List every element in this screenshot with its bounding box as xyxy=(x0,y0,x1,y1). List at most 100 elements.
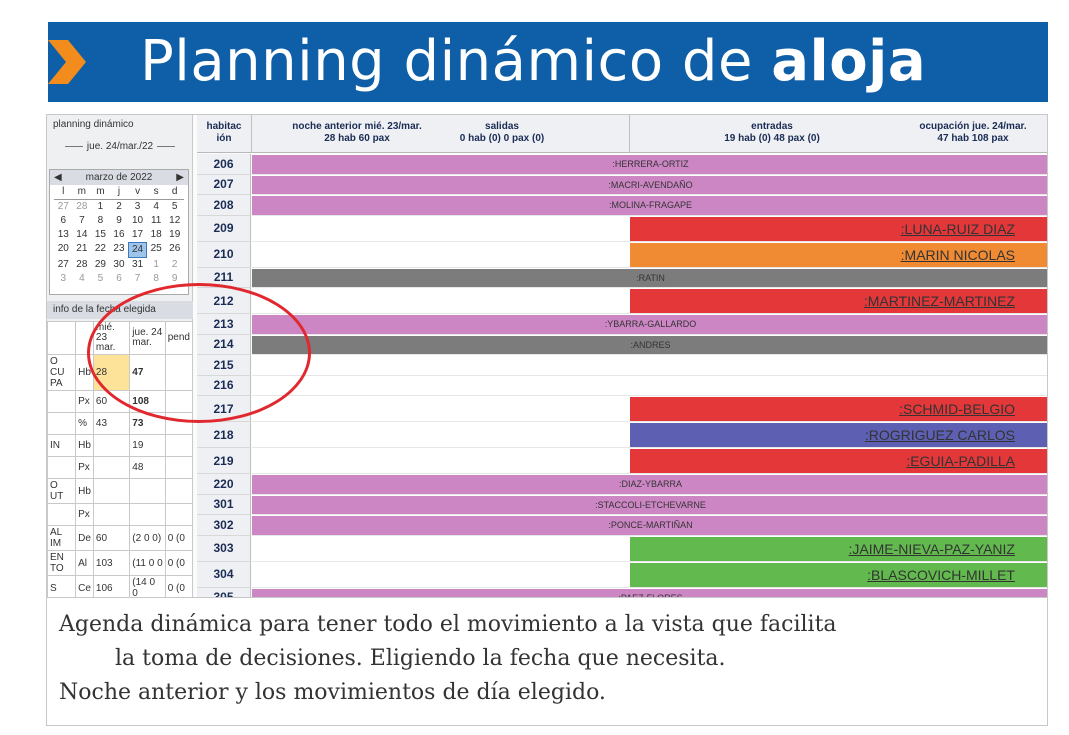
calendar-day[interactable]: 28 xyxy=(76,201,88,212)
calendar-day[interactable]: 23 xyxy=(113,243,125,254)
reservation-entry[interactable]: :MARTINEZ-MARTINEZ xyxy=(630,289,1047,313)
weekday-label: m xyxy=(91,185,110,200)
room-row-216[interactable]: 216 xyxy=(197,375,1047,396)
reservation-entry[interactable]: :LUNA-RUIZ DIAZ xyxy=(630,216,1047,241)
room-row-301[interactable]: 301:STACCOLI-ETCHEVARNE xyxy=(197,494,1047,515)
title-bold: aloja xyxy=(771,29,927,94)
calendar-day[interactable]: 2 xyxy=(116,201,122,212)
calendar-day[interactable]: 2 xyxy=(171,259,178,270)
calendar-day[interactable]: 26 xyxy=(169,243,181,254)
reservation-entry[interactable]: :ROGRIGUEZ CARLOS xyxy=(630,423,1047,447)
reservation-entry[interactable]: :JAIME-NIEVA-PAZ-YANIZ xyxy=(630,536,1047,561)
calendar-day[interactable]: 3 xyxy=(134,201,141,212)
room-row-212[interactable]: 212:MARTINEZ-MARTINEZ xyxy=(197,288,1047,314)
calendar-day[interactable]: 24 xyxy=(128,242,147,258)
room-row-207[interactable]: 207:MACRI-AVENDAÑO xyxy=(197,174,1047,195)
room-row-208[interactable]: 208:MOLINA-FRAGAPE xyxy=(197,195,1047,216)
calendar-day[interactable]: 3 xyxy=(60,273,67,284)
info-cell: Hb xyxy=(75,478,94,504)
reservation-stay[interactable]: :PONCE-MARTIÑAN xyxy=(252,516,1047,535)
calendar-day[interactable]: 8 xyxy=(97,215,104,226)
weekday-label: s xyxy=(146,185,166,200)
calendar-day[interactable]: 13 xyxy=(57,229,69,240)
calendar-day[interactable]: 27 xyxy=(57,201,69,212)
room-number: 304 xyxy=(197,561,251,588)
calendar-day[interactable]: 5 xyxy=(97,273,104,284)
reservation-stay[interactable]: :MACRI-AVENDAÑO xyxy=(252,175,1047,194)
reservation-stay[interactable]: :MOLINA-FRAGAPE xyxy=(252,196,1047,215)
room-row-210[interactable]: 210 :MARIN NICOLAS xyxy=(197,241,1047,268)
reservation-stay[interactable]: :STACCOLI-ETCHEVARNE xyxy=(252,495,1047,514)
calendar-day[interactable]: 25 xyxy=(150,243,162,254)
calendar-day[interactable]: 5 xyxy=(171,201,178,212)
room-row-215[interactable]: 215 xyxy=(197,355,1047,376)
reservation-stay[interactable]: :ANDRES xyxy=(252,335,1047,354)
calendar-day[interactable]: 6 xyxy=(60,215,67,226)
reservation-entry[interactable]: :SCHMID-BELGIO xyxy=(630,397,1047,421)
next-month-icon[interactable]: ▶ xyxy=(176,172,184,183)
calendar-day[interactable]: 1 xyxy=(153,259,159,270)
reservation-stay[interactable]: :PAEZ-FLORES xyxy=(252,588,1047,597)
room-number: 219 xyxy=(197,448,251,474)
calendar-day[interactable]: 20 xyxy=(57,243,69,254)
room-row-218[interactable]: 218:ROGRIGUEZ CARLOS xyxy=(197,422,1047,448)
reservation-entry[interactable]: :EGUIA-PADILLA xyxy=(630,449,1047,473)
reservation-entry[interactable]: :MARIN NICOLAS xyxy=(630,242,1047,267)
calendar-day[interactable]: 6 xyxy=(116,273,122,284)
calendar-day[interactable]: 4 xyxy=(153,201,159,212)
room-row-219[interactable]: 219 :EGUIA-PADILLA xyxy=(197,448,1047,474)
room-row-214[interactable]: 214:ANDRES xyxy=(197,334,1047,355)
info-cell: 103 xyxy=(92,550,131,576)
room-row-303[interactable]: 303 :JAIME-NIEVA-PAZ-YANIZ xyxy=(197,535,1047,562)
caption: Agenda dinámica para tener todo el movim… xyxy=(46,598,1048,726)
room-row-304[interactable]: 304 :BLASCOVICH-MILLET xyxy=(197,561,1047,588)
reservation-entry[interactable]: :BLASCOVICH-MILLET xyxy=(630,562,1047,587)
calendar-day[interactable]: 17 xyxy=(132,229,144,240)
room-row-220[interactable]: 220:DIAZ-YBARRA xyxy=(197,474,1047,495)
calendar-day[interactable]: 9 xyxy=(171,273,178,284)
room-number: 303 xyxy=(197,535,251,562)
reservation-stay[interactable]: :DIAZ-YBARRA xyxy=(252,475,1047,494)
info-cell: 60 xyxy=(92,525,131,551)
calendar-day[interactable]: 29 xyxy=(94,259,106,270)
calendar-day[interactable]: 7 xyxy=(134,273,141,284)
room-row-211[interactable]: 211:RATIN xyxy=(197,267,1047,288)
calendar-day[interactable]: 10 xyxy=(132,215,144,226)
room-number: 220 xyxy=(197,474,251,495)
room-row-206[interactable]: 206:HERRERA-ORTIZ xyxy=(197,154,1047,175)
info-cell: 19 xyxy=(129,434,166,457)
calendar-day[interactable]: 9 xyxy=(116,215,122,226)
calendar-day[interactable]: 15 xyxy=(94,229,106,240)
calendar-day[interactable]: 27 xyxy=(57,259,69,270)
reservation-stay[interactable]: :YBARRA-GALLARDO xyxy=(252,315,1047,334)
calendar-day[interactable]: 16 xyxy=(113,229,125,240)
calendar-day[interactable]: 11 xyxy=(150,215,162,226)
calendar-day[interactable]: 12 xyxy=(169,215,181,226)
calendar-day[interactable]: 1 xyxy=(97,201,104,212)
calendar-day[interactable]: 28 xyxy=(76,259,88,270)
calendar-day[interactable]: 14 xyxy=(76,229,88,240)
prev-month-icon[interactable]: ◀ xyxy=(54,172,62,183)
room-row-305[interactable]: 305:PAEZ-FLORES xyxy=(197,587,1047,597)
selected-date[interactable]: jue. 24/mar./22 xyxy=(51,141,189,152)
info-cell xyxy=(47,412,77,435)
calendar-day[interactable]: 7 xyxy=(79,215,85,226)
calendar-day[interactable]: 19 xyxy=(169,229,181,240)
calendar-day[interactable]: 18 xyxy=(150,229,162,240)
calendar-day[interactable]: 31 xyxy=(132,259,144,270)
room-row-213[interactable]: 213:YBARRA-GALLARDO xyxy=(197,314,1047,335)
room-row-209[interactable]: 209:LUNA-RUIZ DIAZ xyxy=(197,215,1047,242)
info-cell: Ce xyxy=(75,575,94,597)
calendar-day[interactable]: 4 xyxy=(79,273,85,284)
planning-window: planning dinámico jue. 24/mar./22 ◀ marz… xyxy=(46,114,1048,598)
reservation-stay[interactable]: :RATIN xyxy=(252,268,1047,287)
calendar-day[interactable]: 30 xyxy=(113,259,125,270)
caption-line-2: la toma de decisiones. Eligiendo la fech… xyxy=(115,646,726,671)
calendar-day[interactable]: 22 xyxy=(94,243,106,254)
room-number: 210 xyxy=(197,241,251,268)
calendar-day[interactable]: 8 xyxy=(153,273,159,284)
room-row-302[interactable]: 302:PONCE-MARTIÑAN xyxy=(197,515,1047,536)
reservation-stay[interactable]: :HERRERA-ORTIZ xyxy=(252,155,1047,174)
calendar-day[interactable]: 21 xyxy=(76,243,88,254)
room-row-217[interactable]: 217:SCHMID-BELGIO xyxy=(197,396,1047,422)
